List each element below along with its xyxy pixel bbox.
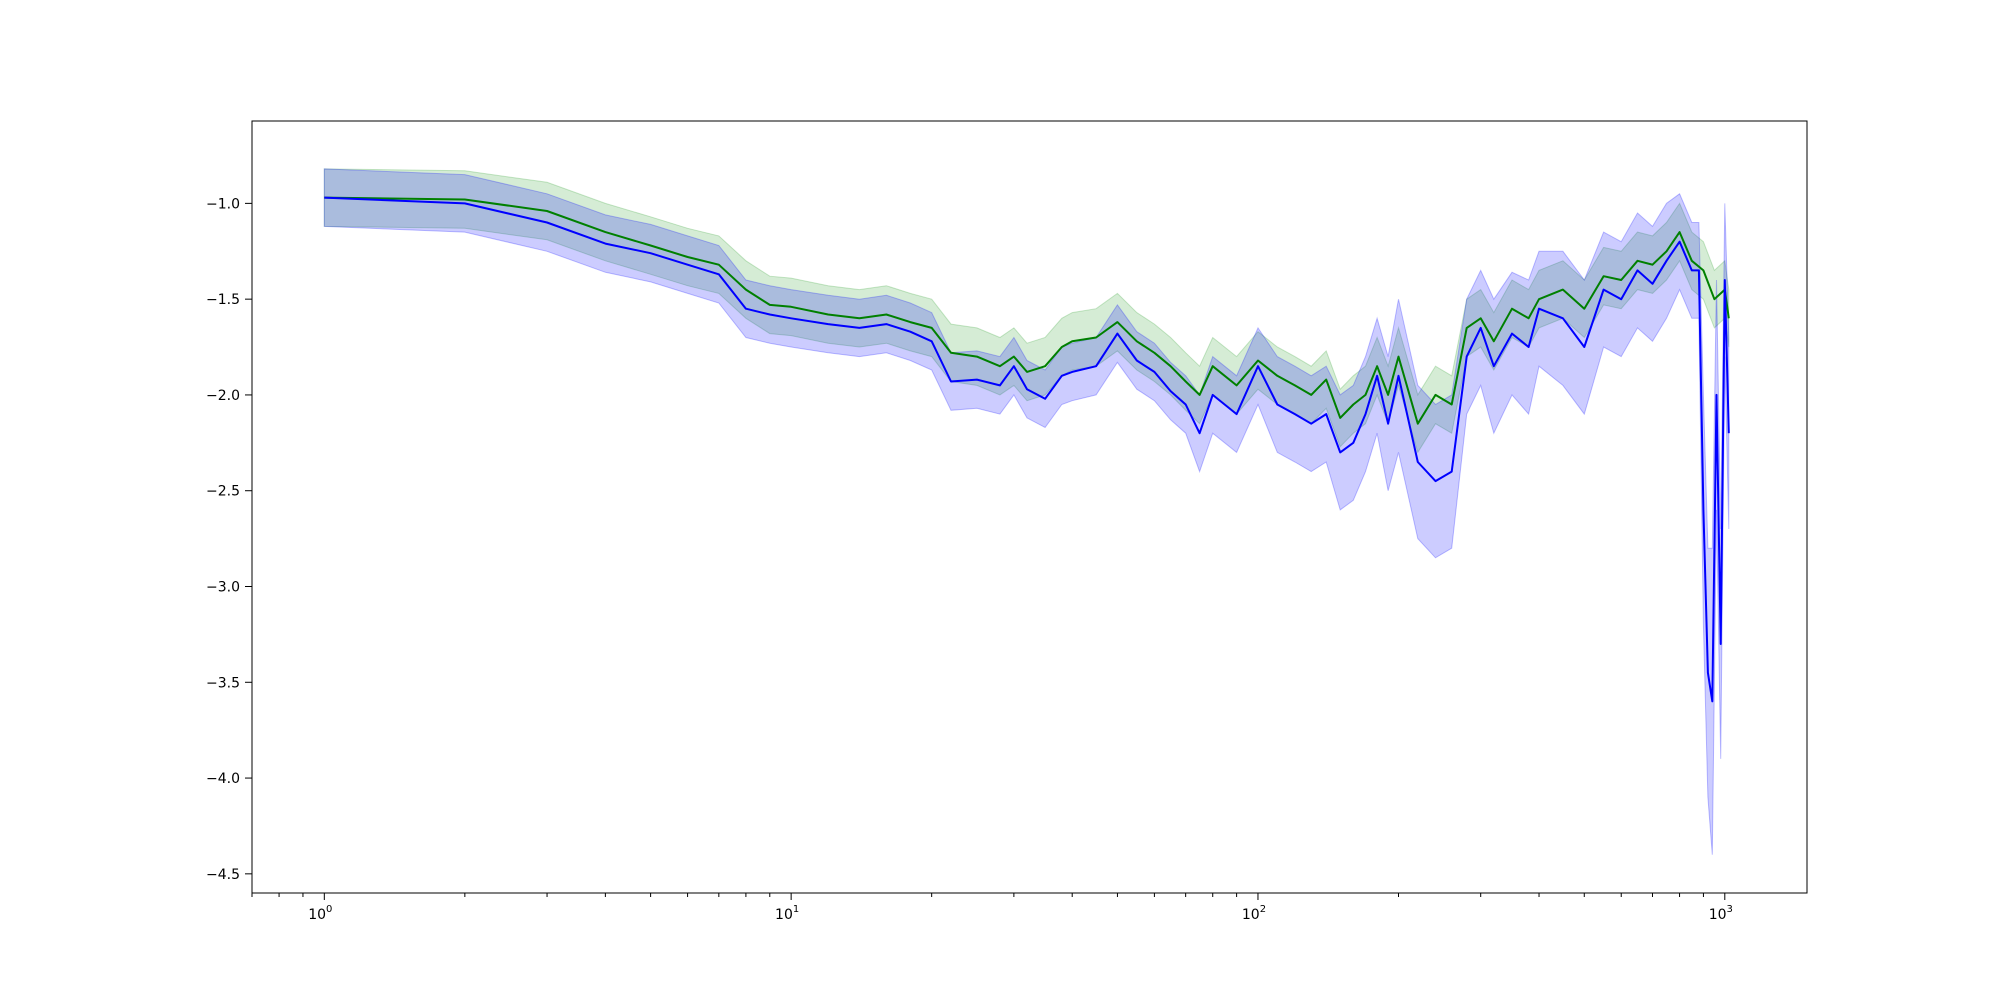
y-tick-label: −4.5 [206,867,240,883]
y-tick-label: −1.5 [206,292,240,308]
x-tick-label: 100 [308,904,332,923]
x-tick-label: 102 [1242,904,1266,923]
x-tick-label: 103 [1709,904,1733,923]
series-layer [323,168,1730,855]
y-tick-label: −2.0 [206,388,240,404]
series-1-line [324,196,1730,425]
y-tick-label: −1.0 [206,196,240,212]
plot-area [323,168,1730,855]
y-tick-label: −2.5 [206,484,240,500]
series-2-line [324,196,1730,703]
y-tick-label: −3.5 [206,675,240,691]
y-axis: −1.0 −1.5 −2.0 −2.5 −3.0 −3.5 −4.0 −4.5 [206,196,252,883]
y-tick-label: −3.0 [206,579,240,595]
x-axis: 100 101 102 103 [251,893,1733,923]
x-tick-label: 101 [775,904,799,923]
y-tick-label: −4.0 [206,771,240,787]
axes-frame [251,120,1808,894]
